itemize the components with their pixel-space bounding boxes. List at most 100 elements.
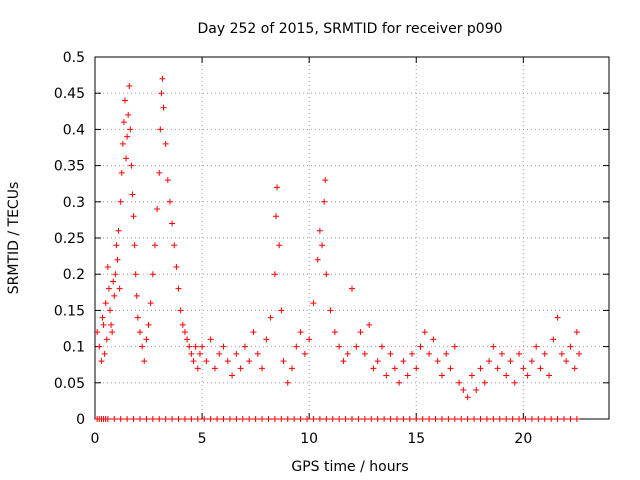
data-point (387, 350, 394, 357)
data-point (293, 343, 300, 350)
zero-point (143, 416, 150, 422)
data-point (96, 343, 103, 350)
data-point (272, 213, 279, 220)
data-point (301, 350, 308, 357)
x-tick-label: 20 (514, 431, 532, 447)
zero-point (181, 416, 188, 422)
data-point (541, 350, 548, 357)
zero-point (374, 416, 381, 422)
data-point (267, 314, 274, 321)
zero-point (477, 416, 484, 422)
zero-point (355, 416, 362, 422)
zero-point (336, 416, 343, 422)
zero-point (149, 416, 156, 422)
data-point (159, 75, 166, 82)
zero-point (117, 416, 124, 422)
zero-point (220, 416, 227, 422)
data-point (143, 336, 150, 343)
data-point (563, 358, 570, 365)
data-point (111, 292, 118, 299)
data-point (250, 329, 257, 336)
data-point (447, 365, 454, 372)
data-point (133, 292, 140, 299)
zero-point (259, 416, 266, 422)
zero-point (541, 416, 548, 422)
data-point (136, 329, 143, 336)
zero-point (419, 416, 426, 422)
data-point (127, 126, 134, 133)
zero-point (233, 416, 240, 422)
data-point (361, 350, 368, 357)
data-point (237, 365, 244, 372)
data-point (537, 365, 544, 372)
data-point (331, 329, 338, 336)
data-point (103, 336, 110, 343)
data-point (274, 184, 281, 191)
data-point (486, 358, 493, 365)
zero-point (265, 416, 272, 422)
zero-point (111, 416, 118, 422)
data-point (123, 155, 130, 162)
data-point (477, 365, 484, 372)
zero-point (400, 416, 407, 422)
data-point (494, 365, 501, 372)
data-point (115, 227, 122, 234)
data-point (473, 387, 480, 394)
x-axis-label: GPS time / hours (291, 459, 408, 475)
data-point (105, 285, 112, 292)
zero-point (483, 416, 490, 422)
x-axis: 0 5 10 15 20 (91, 57, 532, 447)
data-point (567, 343, 574, 350)
data-point (112, 271, 119, 278)
data-point (280, 358, 287, 365)
data-point (156, 169, 163, 176)
data-point (297, 329, 304, 336)
data-point (456, 379, 463, 386)
data-point (94, 329, 101, 336)
zero-point (432, 416, 439, 422)
data-point (192, 343, 199, 350)
zero-point (413, 416, 420, 422)
zero-point (175, 416, 182, 422)
data-point (408, 350, 415, 357)
data-point (391, 365, 398, 372)
y-tick-label: 0.3 (63, 195, 85, 211)
data-point (186, 343, 193, 350)
zero-point (548, 416, 555, 422)
data-point (149, 271, 156, 278)
data-point (113, 242, 120, 249)
data-point (160, 104, 167, 111)
data-point (306, 336, 313, 343)
data-point (464, 394, 471, 401)
y-tick-label: 0.1 (63, 340, 85, 356)
data-point (524, 372, 531, 379)
zero-point (451, 416, 458, 422)
data-point (196, 350, 203, 357)
zero-point (554, 416, 561, 422)
data-point (241, 343, 248, 350)
data-point (276, 242, 283, 249)
data-point (481, 379, 488, 386)
zero-point (535, 416, 542, 422)
zero-point (516, 416, 523, 422)
zero-point (271, 416, 278, 422)
data-points (94, 75, 583, 422)
zero-point (567, 416, 574, 422)
zero-point (438, 416, 445, 422)
data-point (132, 271, 139, 278)
data-point (503, 372, 510, 379)
zero-point (522, 416, 529, 422)
data-point (179, 321, 186, 328)
data-point (131, 242, 138, 249)
data-point (413, 365, 420, 372)
data-point (177, 307, 184, 314)
zero-point (188, 416, 195, 422)
data-point (173, 263, 180, 270)
y-axis: 0 0.05 0.1 0.15 0.2 0.25 0.3 0.35 0.4 0.45 0.5 (54, 50, 609, 428)
zero-point (246, 416, 253, 422)
zero-point (368, 416, 375, 422)
data-point (120, 119, 127, 126)
data-point (162, 140, 169, 147)
zero-point (304, 416, 311, 422)
data-point (511, 379, 518, 386)
